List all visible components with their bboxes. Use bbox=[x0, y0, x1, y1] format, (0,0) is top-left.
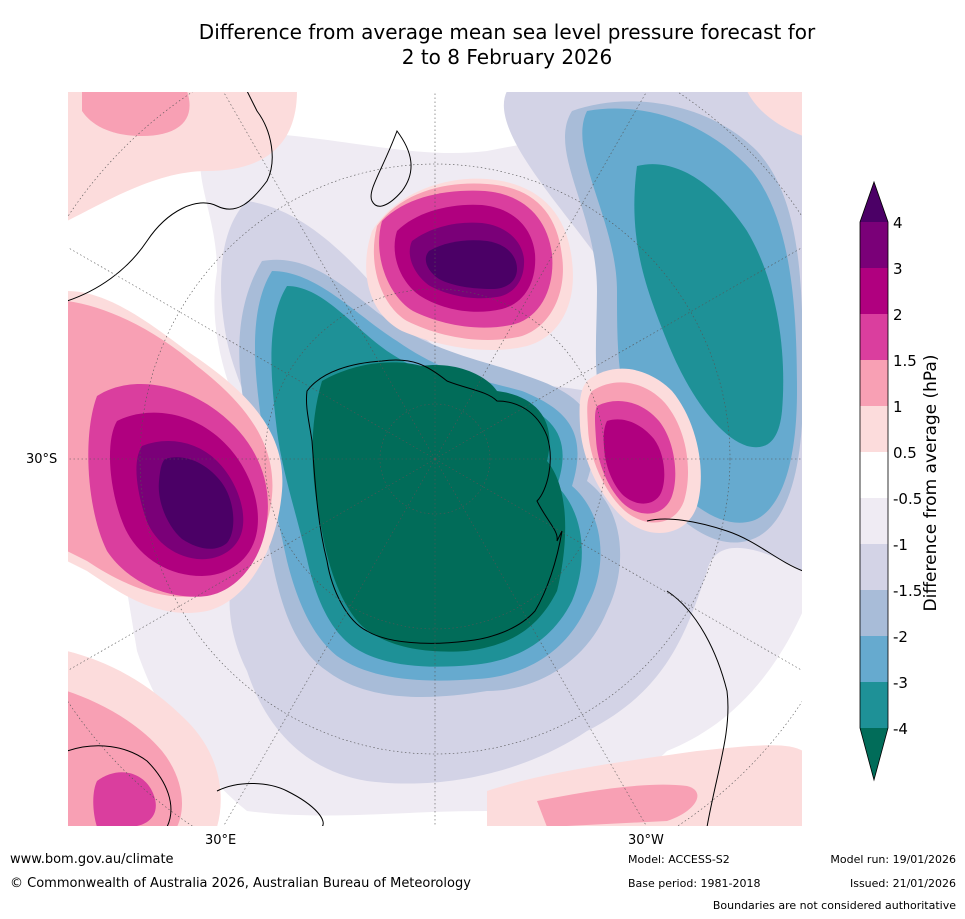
colorbar-tick-10: -3 bbox=[893, 674, 908, 692]
meridian-120e bbox=[67, 246, 436, 460]
colorbar-band-minus-1.5-minus-1 bbox=[860, 544, 888, 590]
meridian-30w bbox=[434, 458, 648, 827]
lat-label-30s: 30°S bbox=[26, 452, 58, 467]
new-zealand-coastline bbox=[370, 129, 412, 207]
colorbar-tick-9: -2 bbox=[893, 628, 908, 646]
coastlines bbox=[67, 91, 803, 827]
pac-band-4 bbox=[425, 240, 517, 289]
meridian-30e bbox=[222, 458, 436, 827]
io-band-4 bbox=[158, 457, 234, 549]
colorbar-band-minus-3-minus-2 bbox=[860, 636, 888, 682]
antarctic-low-anomaly bbox=[239, 259, 621, 697]
meridian-60w bbox=[434, 458, 803, 672]
ne-band-0.5 bbox=[747, 91, 803, 136]
colorbar-tick-3: 1.5 bbox=[893, 352, 917, 370]
australia-coastline bbox=[67, 91, 273, 302]
graticule bbox=[67, 91, 803, 827]
model-name: Model: ACCESS-S2 bbox=[628, 853, 730, 866]
copyright-text: © Commonwealth of Australia 2026, Austra… bbox=[10, 876, 471, 891]
meridian-150w bbox=[434, 91, 648, 460]
colorbar-tick-11: -4 bbox=[893, 720, 908, 738]
colorbar-band-0.5-1 bbox=[860, 406, 888, 452]
meridian-60e bbox=[67, 458, 436, 672]
colorbar-tick-5: 0.5 bbox=[893, 444, 917, 462]
website-link[interactable]: www.bom.gov.au/climate bbox=[10, 852, 174, 867]
colorbar-band-minus-2-minus-1.5 bbox=[860, 590, 888, 636]
colorbar-svg bbox=[859, 180, 889, 782]
lon-label-30w: 30°W bbox=[628, 833, 664, 848]
colorbar-band-1.5-2 bbox=[860, 314, 888, 360]
model-run: Model run: 19/01/2026 bbox=[830, 853, 956, 866]
positive-anomaly-edges bbox=[67, 91, 803, 827]
colorbar-band-neutral bbox=[860, 452, 888, 498]
latitude-circle-2 bbox=[264, 288, 606, 630]
latitude-circle-1 bbox=[379, 403, 491, 515]
colorbar-legend: 4 3 2 1.5 1 0.5 -0.5 -1 -1.5 -2 -3 -4 Di… bbox=[855, 180, 965, 790]
band-minus-4 bbox=[312, 362, 566, 652]
colorbar-tick-2: 2 bbox=[893, 306, 903, 324]
latitude-circle-3 bbox=[139, 163, 731, 755]
title-line-2: 2 to 8 February 2026 bbox=[401, 45, 613, 69]
colorbar-band-3-4 bbox=[860, 222, 888, 268]
chart-title: Difference from average mean sea level p… bbox=[0, 20, 965, 70]
pressure-anomaly-map bbox=[67, 91, 803, 827]
colorbar-extend-max bbox=[860, 182, 888, 222]
colorbar-title-text: Difference from average (hPa) bbox=[921, 354, 941, 612]
se-band-1 bbox=[537, 784, 698, 827]
meridian-150e bbox=[222, 91, 436, 460]
colorbar-tick-6: -0.5 bbox=[893, 490, 923, 508]
colorbar-tick-4: 1 bbox=[893, 398, 903, 416]
base-period: Base period: 1981-2018 bbox=[628, 877, 761, 890]
colorbar-band-2-3 bbox=[860, 268, 888, 314]
africa-coastline bbox=[67, 745, 324, 827]
antarctica-coastline bbox=[306, 359, 563, 644]
map-svg bbox=[67, 91, 803, 827]
positive-anomaly-indian-ocean bbox=[67, 291, 283, 613]
issued-date: Issued: 21/01/2026 bbox=[849, 877, 956, 890]
positive-anomaly-drake-passage bbox=[579, 368, 701, 533]
positive-anomaly-southwest-pacific bbox=[366, 178, 573, 351]
colorbar-tick-8: -1.5 bbox=[893, 582, 923, 600]
nw-band-1 bbox=[82, 91, 190, 136]
title-line-1: Difference from average mean sea level p… bbox=[198, 20, 816, 44]
sw-band-1.5 bbox=[93, 772, 156, 827]
drake-band-2 bbox=[603, 419, 665, 504]
map-frame bbox=[67, 91, 803, 827]
boundaries-disclaimer: Boundaries are not considered authoritat… bbox=[712, 899, 956, 912]
atlantic-band-minus-3 bbox=[634, 164, 784, 448]
lon-label-30e: 30°E bbox=[205, 833, 237, 848]
colorbar-band-minus-1-minus-0.5 bbox=[860, 498, 888, 544]
meridian-120w bbox=[434, 246, 803, 460]
south-america-coastline bbox=[646, 518, 803, 827]
colorbar-tick-0: 4 bbox=[893, 214, 903, 232]
colorbar-outline bbox=[859, 180, 889, 782]
colorbar-tick-1: 3 bbox=[893, 260, 903, 278]
colorbar-band-minus-4-minus-3 bbox=[860, 682, 888, 728]
colorbar-band-1-1.5 bbox=[860, 360, 888, 406]
colorbar-extend-min bbox=[860, 728, 888, 780]
colorbar-tick-7: -1 bbox=[893, 536, 908, 554]
